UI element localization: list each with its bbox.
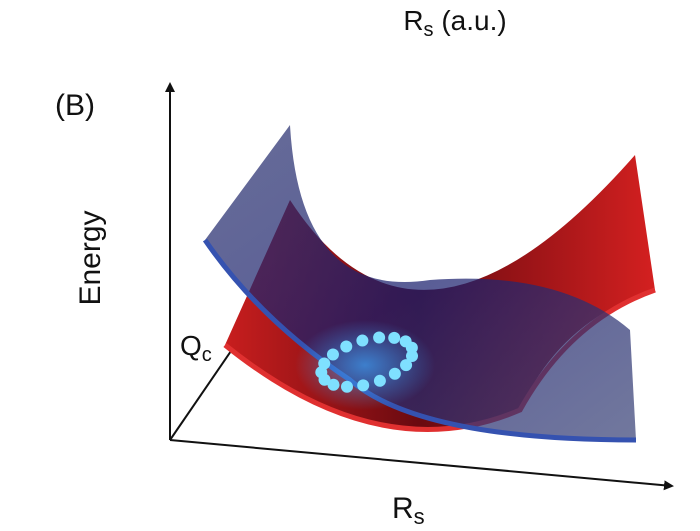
x-label-base: R [392, 492, 414, 525]
glow [295, 320, 435, 410]
z-label-subscript: c [202, 344, 212, 366]
wavepacket-dot [388, 367, 401, 380]
z-axis-label: Qc [180, 330, 212, 366]
wavepacket-dot [326, 348, 339, 361]
z-label-base: Q [180, 330, 202, 361]
y-axis-label: Energy [74, 210, 107, 305]
wavepacket-dot [340, 380, 353, 393]
x-axis-label: Rs [392, 492, 425, 529]
blue-surface [205, 125, 636, 440]
wavepacket-ring [315, 331, 418, 393]
wavepacket-dot [373, 331, 386, 344]
wavepacket-dot [318, 357, 331, 370]
top-label-base: R [403, 5, 423, 36]
wavepacket-dot [388, 331, 401, 344]
wavepacket-dot [400, 359, 413, 372]
wavepacket-dot [327, 378, 340, 391]
wavepacket-dot [356, 334, 369, 347]
top-label-subscript: s [424, 19, 434, 41]
top-label-suffix: (a.u.) [434, 5, 507, 36]
wavepacket-dot [357, 379, 370, 392]
wavepacket-dot [405, 341, 418, 354]
wavepacket-dot [373, 374, 386, 387]
x-label-subscript: s [414, 504, 425, 529]
top-label: Rs (a.u.) [403, 5, 506, 41]
wavepacket-dot [340, 340, 353, 353]
rs-axis [169, 439, 674, 491]
panel-label: (B) [55, 89, 95, 122]
